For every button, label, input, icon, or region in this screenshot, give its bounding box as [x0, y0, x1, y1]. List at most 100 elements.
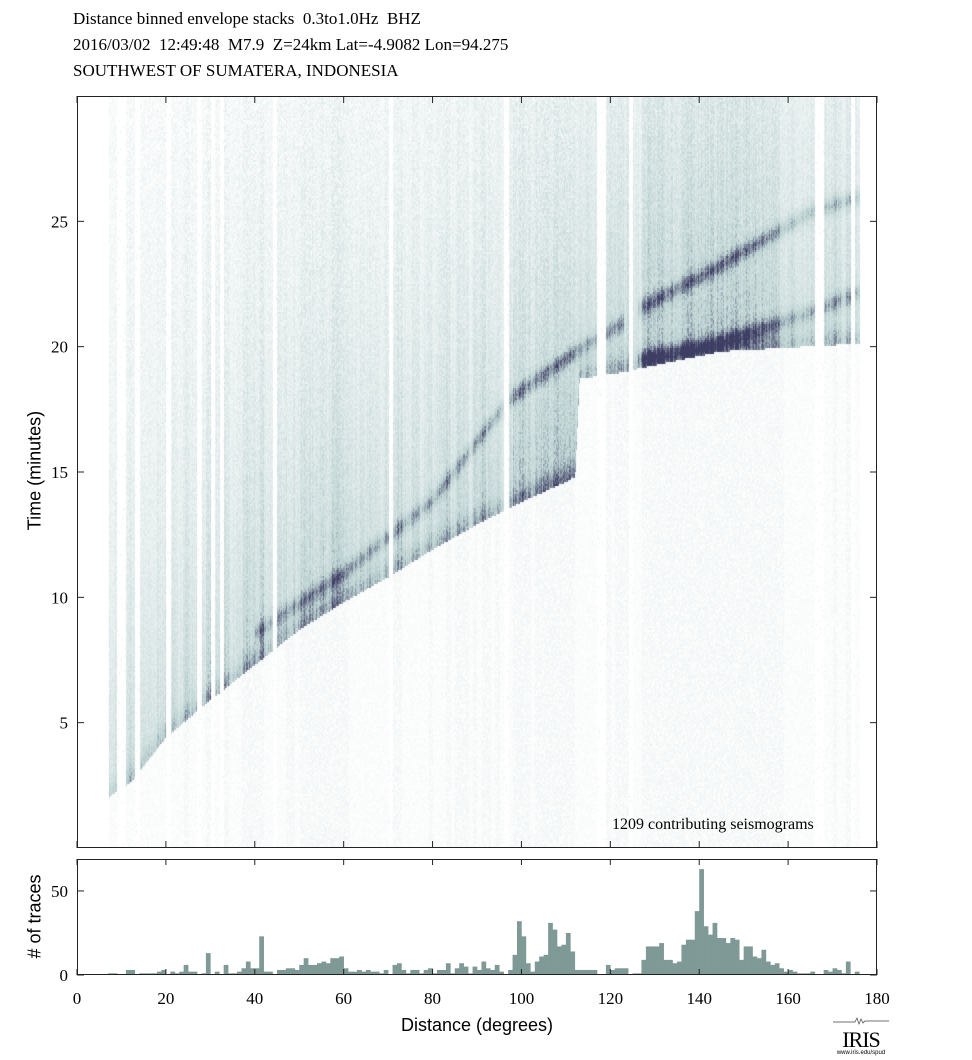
histogram-bar: [223, 964, 229, 975]
histogram-bar: [681, 944, 687, 975]
histogram-bar: [592, 969, 598, 975]
histogram-bar: [548, 922, 553, 975]
y-tick-label: 25: [51, 212, 68, 231]
seismogram-logo-icon: [833, 1017, 889, 1026]
histogram-bar: [245, 961, 251, 975]
histogram-bar: [183, 964, 189, 975]
y-tick-label: 10: [51, 588, 68, 607]
histogram-bar: [437, 969, 442, 975]
hist-y-tick-label: 50: [51, 882, 68, 901]
histogram-bar: [708, 934, 713, 975]
histogram-bar: [428, 968, 433, 975]
histogram-bar: [725, 943, 731, 975]
histogram-bar: [214, 971, 220, 975]
event-region: SOUTHWEST OF SUMATERA, INDONESIA: [73, 61, 399, 80]
histogram-bar: [325, 963, 331, 975]
histogram-frame: [77, 859, 877, 975]
histogram-bar: [321, 961, 327, 975]
histogram-bar: [570, 951, 576, 975]
histogram-bar: [743, 946, 749, 975]
histogram-bar: [605, 964, 611, 975]
histogram-bar: [770, 964, 776, 975]
logo-url: www.iris.edu/spud: [836, 1050, 886, 1056]
histogram-bar: [250, 968, 256, 975]
histogram-bar: [774, 963, 780, 975]
histogram-bar: [508, 969, 513, 975]
histogram-bar: [268, 971, 273, 975]
histogram-bar: [397, 963, 402, 975]
histogram-bar: [334, 958, 340, 975]
histogram-bar: [494, 964, 500, 975]
histogram-bar: [574, 969, 580, 975]
histogram-bar: [281, 969, 287, 975]
histogram-bar: [237, 971, 242, 975]
histogram-bar: [828, 971, 833, 975]
histogram-bar: [263, 971, 269, 975]
trace-histogram-axes: [76, 859, 878, 976]
histogram-bar: [623, 968, 629, 975]
y-tick-label: 15: [51, 463, 68, 482]
histogram-bar: [423, 969, 429, 975]
histogram-bar: [205, 953, 211, 975]
histogram-bar: [832, 968, 838, 975]
event-info: 2016/03/02 12:49:48 M7.9 Z=24km Lat=-4.9…: [73, 35, 509, 54]
x-tick-label: 140: [686, 989, 712, 1008]
histogram-bar: [792, 971, 798, 975]
histogram-bar: [521, 936, 527, 975]
histogram-bar: [343, 968, 349, 975]
x-tick-label: 80: [424, 989, 441, 1008]
histogram-bar: [161, 969, 167, 975]
histogram-bar: [317, 963, 322, 975]
histogram-bar: [694, 911, 700, 975]
histogram-bar: [472, 966, 478, 975]
envelope-plot: 1209 contributing seismograms: [76, 96, 878, 848]
histogram-bar: [294, 969, 300, 975]
histogram-bar: [663, 959, 669, 975]
histogram-bar: [188, 971, 193, 975]
x-tick-label: 180: [864, 989, 890, 1008]
histogram-bar: [534, 961, 540, 975]
histogram-bar: [552, 929, 558, 975]
histogram-bar: [357, 969, 362, 975]
histogram-bar: [583, 969, 589, 975]
histogram-bar: [285, 968, 291, 975]
plot-frame: [77, 96, 877, 848]
histogram-bar: [619, 968, 624, 975]
histogram-bar: [717, 938, 722, 975]
histogram-bar: [454, 968, 460, 975]
histogram-bar: [525, 963, 531, 975]
histogram-bar: [481, 961, 487, 975]
histogram-bar: [459, 963, 464, 975]
histogram-bar: [748, 946, 753, 975]
histogram-bar: [699, 869, 704, 975]
x-tick-label: 20: [157, 989, 174, 1008]
x-tick-label: 40: [246, 989, 263, 1008]
histogram-bar: [530, 971, 536, 975]
histogram-bar: [810, 971, 816, 975]
histogram-bar: [441, 969, 447, 975]
histogram-bar: [179, 971, 184, 975]
histogram-bar: [565, 932, 571, 975]
histogram-bar: [192, 971, 198, 975]
histogram-bar: [645, 946, 651, 975]
histogram-bar: [352, 971, 358, 975]
logo-text: IRIS: [842, 1027, 881, 1052]
histogram-bar: [690, 939, 696, 975]
histogram-bar: [703, 926, 709, 975]
histogram-bar: [308, 964, 313, 975]
hist-y-axis-label: # of traces: [24, 874, 45, 959]
histogram-bar: [445, 963, 451, 975]
histogram-bar: [485, 968, 491, 975]
x-axis-label: Distance (degrees): [400, 1015, 554, 1035]
histogram-bar: [677, 961, 682, 975]
hist-y-tick-label: 0: [60, 966, 69, 985]
histogram-bar: [512, 954, 518, 975]
histogram-bar: [170, 971, 176, 975]
histogram-bar: [125, 969, 131, 975]
histogram-bar: [579, 969, 584, 975]
histogram-bar: [783, 971, 789, 975]
histogram-bar: [837, 969, 842, 975]
histogram-bar: [254, 968, 260, 975]
histogram-bar: [739, 959, 744, 975]
histogram-bar: [712, 922, 718, 975]
